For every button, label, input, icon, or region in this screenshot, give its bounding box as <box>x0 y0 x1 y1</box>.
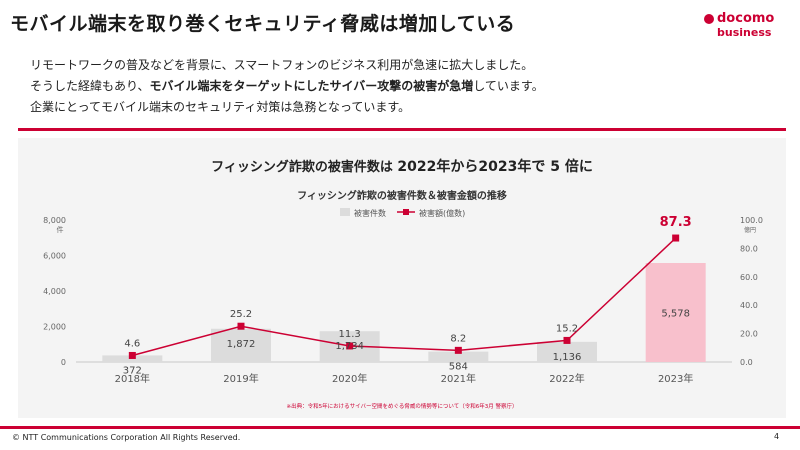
line-data-label: 11.3 <box>339 329 361 340</box>
source-note: ※出典：令和5年におけるサイバー空間をめぐる脅威の情勢等について（令和6年3月 … <box>287 402 518 410</box>
line-amount <box>132 237 677 357</box>
point-amount <box>237 322 245 330</box>
bar-data-label: 1,136 <box>553 352 582 363</box>
page-number: 4 <box>774 432 780 441</box>
y-right-unit: 億円 <box>744 226 756 234</box>
bar-data-label: 5,578 <box>661 308 690 319</box>
bar-data-label: 584 <box>449 362 468 373</box>
intro-line-2-bold: モバイル端末をターゲットにしたサイバー攻撃の被害が急増 <box>149 79 474 93</box>
y-left-unit: 件 <box>57 225 64 234</box>
line-data-label: 8.2 <box>450 333 466 344</box>
bar-data-label: 372 <box>123 365 142 376</box>
bottom-divider <box>0 426 800 429</box>
point-amount <box>346 342 354 350</box>
point-amount <box>672 234 680 242</box>
x-tick-label: 2022年 <box>549 372 584 385</box>
top-divider <box>18 128 786 131</box>
chart-heading: フィッシング詐欺の被害件数は 2022年から2023年で 5 倍に <box>18 156 786 176</box>
bar-data-label: 1,872 <box>227 339 256 350</box>
y-right-tick-label: 100.0 <box>740 216 763 225</box>
y-left-tick-label: 2,000 <box>43 323 66 332</box>
logo-line2: business <box>717 26 772 39</box>
y-right-tick-label: 40.0 <box>740 301 758 310</box>
bar-data-label: 1,734 <box>335 341 364 352</box>
y-left-tick-label: 0 <box>61 358 66 367</box>
y-right-tick-label: 60.0 <box>740 273 758 282</box>
x-tick-label: 2020年 <box>332 372 367 385</box>
y-right-tick-label: 0.0 <box>740 358 753 367</box>
x-tick-label: 2023年 <box>658 372 693 385</box>
chart-title: フィッシング詐欺の被害件数＆被害金額の推移 <box>297 189 507 202</box>
legend-marker-amount <box>403 209 409 215</box>
line-data-label: 4.6 <box>124 338 140 349</box>
y-left-tick-label: 4,000 <box>43 287 66 296</box>
line-data-label: 87.3 <box>660 215 692 230</box>
x-tick-label: 2019年 <box>223 372 258 385</box>
bar-count <box>645 262 706 362</box>
copyright: © NTT Communications Corporation All Rig… <box>12 433 241 442</box>
intro-line-3: 企業にとってモバイル端末のセキュリティ対策は急務となっています。 <box>30 100 411 114</box>
y-left-tick-label: 6,000 <box>43 252 66 261</box>
docomo-logo-icon <box>704 14 714 24</box>
bar-count <box>211 328 271 362</box>
point-amount <box>454 346 462 354</box>
line-data-label: 25.2 <box>230 309 252 320</box>
y-right-tick-label: 80.0 <box>740 244 758 253</box>
point-amount <box>128 351 136 359</box>
bar-count <box>428 351 489 362</box>
logo-line1: docomo <box>717 11 775 26</box>
docomo-business-logo: docomo business <box>704 11 784 44</box>
y-right-tick-label: 20.0 <box>740 330 758 339</box>
line-data-label: 15.2 <box>556 323 578 334</box>
chart-heading-pre: フィッシング詐欺の被害件数は <box>211 160 398 175</box>
legend-label-bars: 被害件数 <box>354 208 386 218</box>
legend-swatch-bars <box>340 208 350 216</box>
x-tick-label: 2021年 <box>441 372 476 385</box>
intro-text: リモートワークの普及などを背景に、スマートフォンのビジネス利用が急速に拡大しまし… <box>30 55 544 118</box>
y-left-tick-label: 8,000 <box>43 216 66 225</box>
slide-title: モバイル端末を取り巻くセキュリティ脅威は増加している <box>10 13 516 35</box>
x-tick-label: 2018年 <box>115 372 150 385</box>
intro-line-2-post: しています。 <box>473 79 544 93</box>
intro-line-2: そうした経緯もあり、モバイル端末をターゲットにしたサイバー攻撃の被害が急増してい… <box>30 76 544 97</box>
intro-line-1: リモートワークの普及などを背景に、スマートフォンのビジネス利用が急速に拡大しまし… <box>30 58 534 72</box>
legend-label-amount: 被害額(億数) <box>419 208 465 218</box>
chart-panel: フィッシング詐欺の被害件数は 2022年から2023年で 5 倍に フィッシング… <box>18 138 786 418</box>
bar-count <box>537 341 597 362</box>
chart-heading-emph: 2022年から2023年で 5 倍に <box>397 159 593 175</box>
point-amount <box>563 336 571 344</box>
intro-line-2-pre: そうした経緯もあり、 <box>30 79 150 93</box>
